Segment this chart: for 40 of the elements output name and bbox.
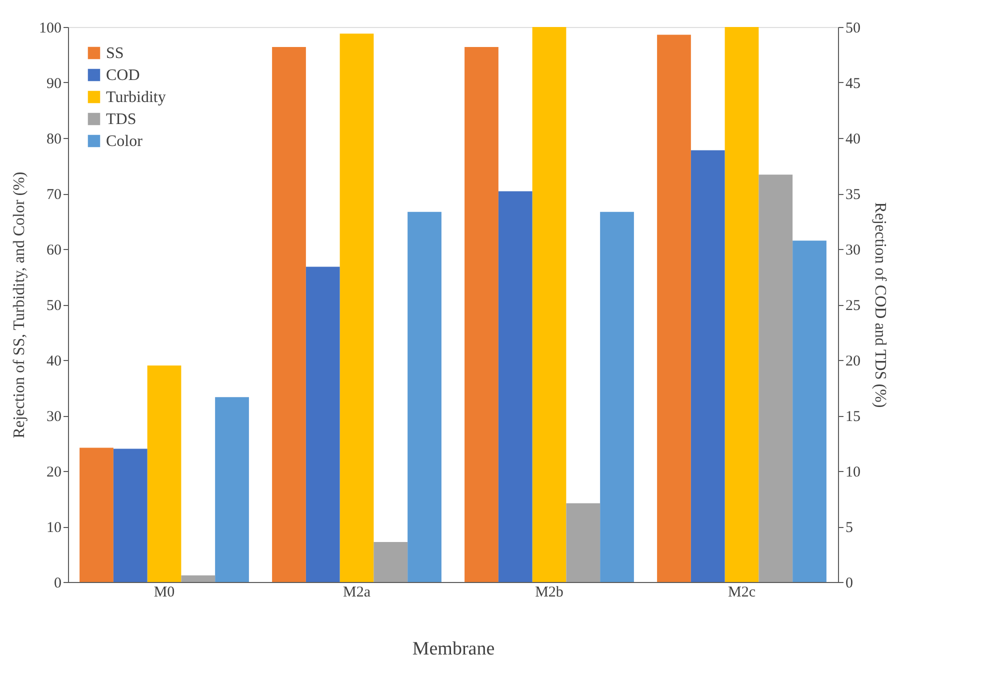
- bar: [600, 212, 634, 582]
- y-tick-label: 10: [46, 520, 62, 536]
- x-tick-label: M2b: [535, 584, 564, 600]
- y-tick-label: 30: [46, 409, 62, 425]
- y-tick-label: 80: [46, 132, 62, 148]
- x-tick-label: M0: [154, 584, 175, 600]
- y-tick-label: 50: [46, 298, 62, 314]
- bar: [374, 542, 408, 582]
- y-tick-label: 40: [46, 354, 62, 370]
- y-tick-label: 90: [46, 76, 62, 92]
- x-axis-title: Membrane: [412, 638, 495, 660]
- y-tick-label: 60: [46, 242, 62, 258]
- y2-tick-label: 0: [846, 576, 853, 592]
- x-tick-label: M2c: [728, 584, 756, 600]
- legend-label: SS: [106, 45, 124, 62]
- y2-tick-label: 40: [846, 132, 860, 148]
- bar: [181, 575, 216, 582]
- y2-tick-label: 35: [846, 187, 860, 203]
- x-tick-label: M2a: [343, 584, 371, 600]
- bar: [215, 397, 249, 582]
- y-axis-title: Rejection of SS, Turbidity, and Color (%): [11, 172, 28, 438]
- y-tick-label: 70: [46, 187, 62, 203]
- y2-axis-title: Rejection of COD and TDS (%): [872, 202, 888, 408]
- y2-tick-label: 10: [846, 464, 860, 480]
- legend-label: Color: [106, 133, 144, 150]
- y2-tick-label: 25: [846, 298, 860, 314]
- legend-label: Turbidity: [106, 89, 166, 106]
- y2-tick-label: 45: [846, 76, 860, 92]
- y2-tick-label: 5: [846, 520, 853, 536]
- y2-tick-label: 20: [846, 354, 860, 370]
- y-tick-label: 20: [46, 464, 62, 480]
- y2-tick-label: 15: [846, 409, 860, 425]
- bar: [566, 503, 600, 582]
- y2-tick-label: 50: [846, 20, 860, 36]
- y-tick-label: 100: [39, 20, 62, 36]
- y-tick-label: 0: [54, 576, 62, 592]
- legend-label: TDS: [106, 111, 136, 128]
- bar: [408, 212, 442, 582]
- y2-tick-label: 30: [846, 242, 860, 258]
- legend-label: COD: [106, 67, 140, 84]
